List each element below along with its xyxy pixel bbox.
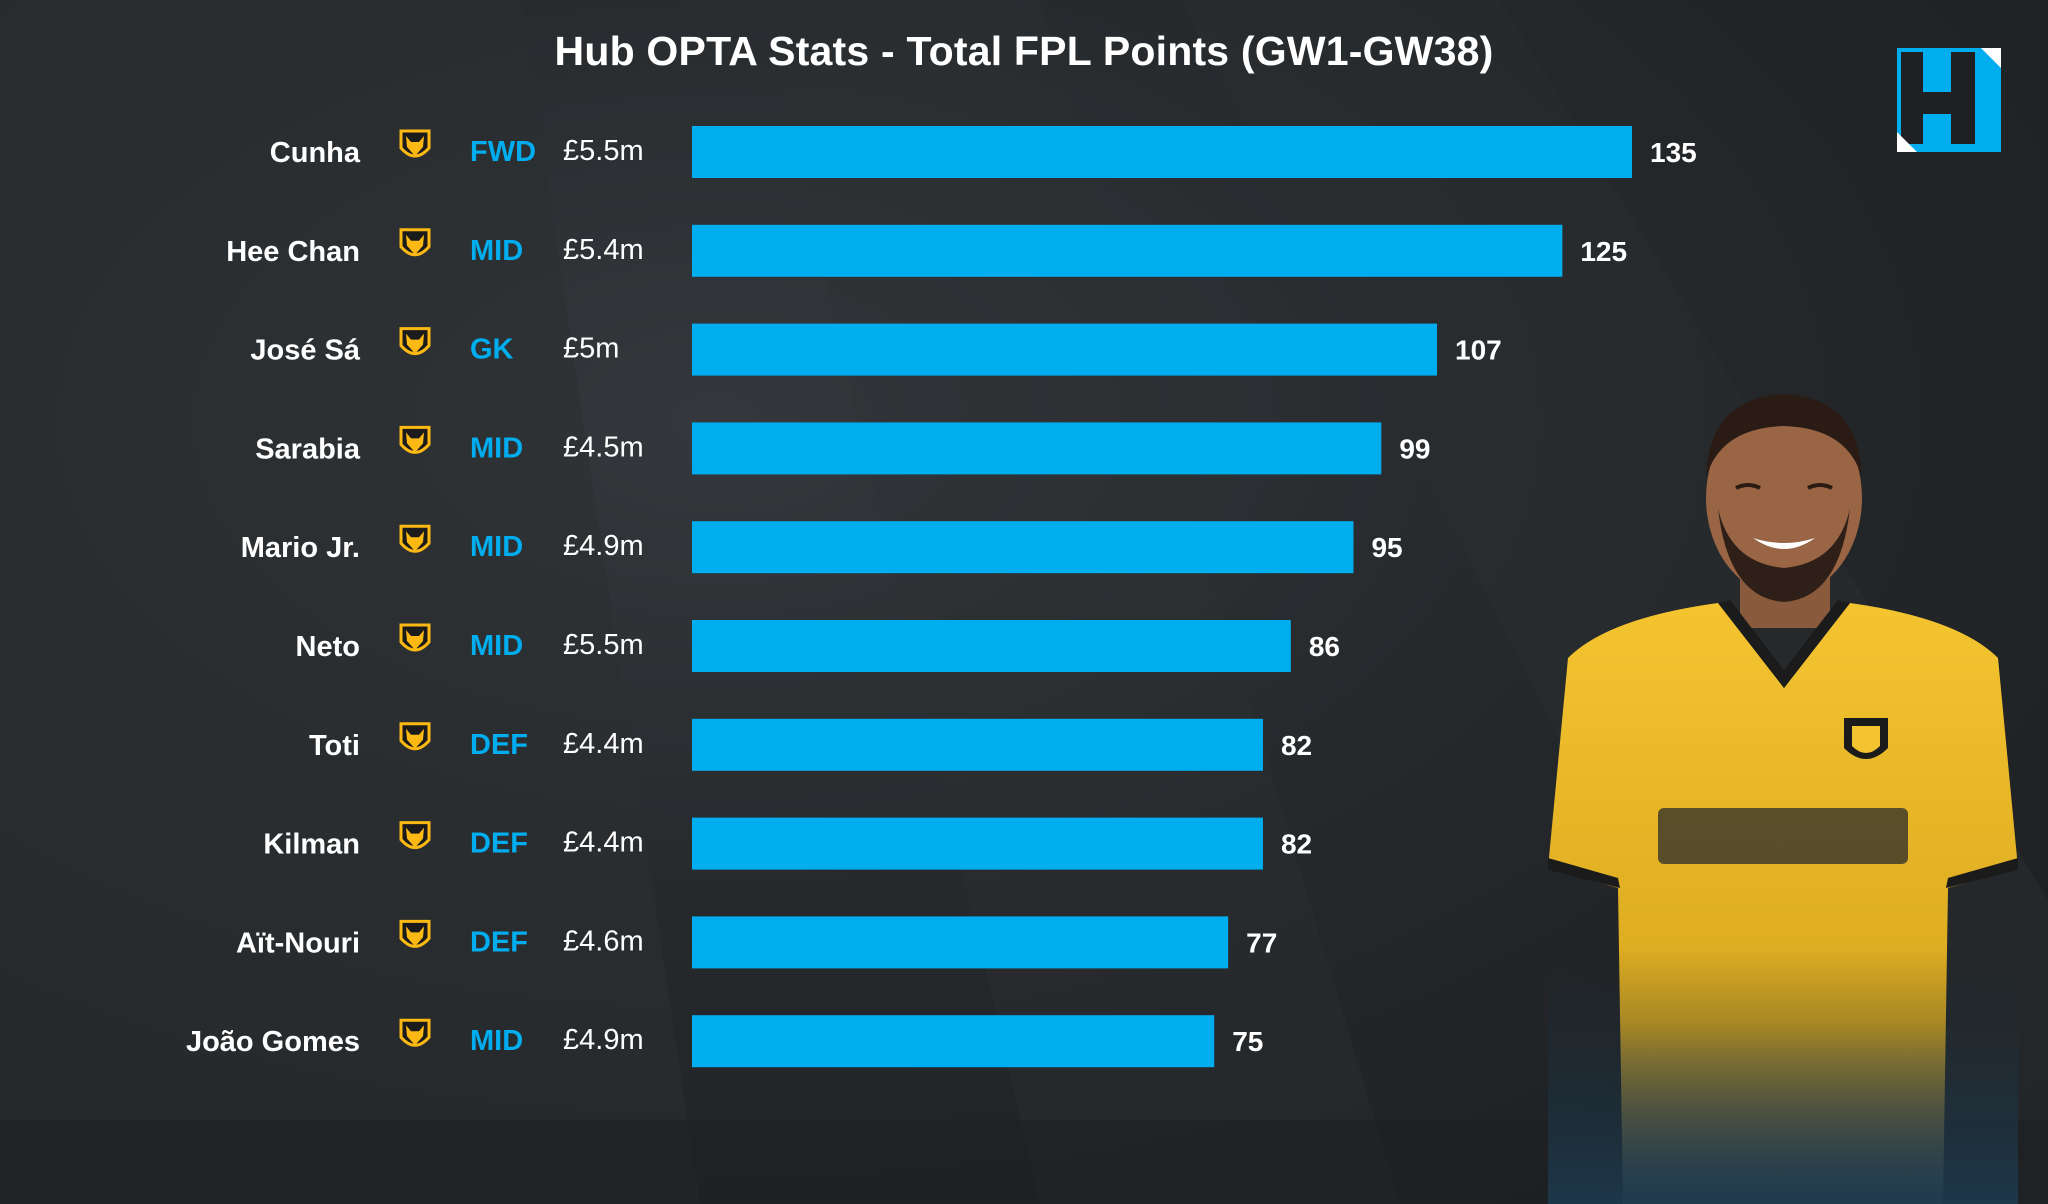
value-label: 82 bbox=[1281, 730, 1312, 761]
bar bbox=[692, 521, 1354, 574]
position-label: GK bbox=[470, 334, 514, 366]
value-label: 99 bbox=[1399, 433, 1430, 464]
player-name-label: José Sá bbox=[250, 335, 360, 367]
value-label: 77 bbox=[1246, 927, 1277, 958]
wolves-badge-icon bbox=[399, 425, 431, 454]
bar bbox=[692, 817, 1263, 870]
bar bbox=[692, 422, 1382, 475]
player-name-label: Neto bbox=[296, 631, 360, 663]
wolves-badge-icon bbox=[399, 623, 431, 652]
price-label: £4.9m bbox=[563, 530, 644, 562]
wolves-badge-icon bbox=[399, 228, 431, 257]
position-label: DEF bbox=[470, 828, 528, 860]
wolves-badge-icon bbox=[399, 919, 431, 948]
wolves-badge-icon bbox=[399, 1018, 431, 1047]
player-name-label: Cunha bbox=[270, 137, 361, 169]
price-label: £4.5m bbox=[563, 431, 644, 463]
player-photo bbox=[1548, 394, 2018, 1204]
wolves-badge-icon bbox=[399, 524, 431, 553]
price-label: £5.5m bbox=[563, 629, 644, 661]
value-label: 75 bbox=[1232, 1026, 1263, 1057]
player-name-label: Hee Chan bbox=[226, 236, 360, 268]
price-label: £5m bbox=[563, 333, 619, 365]
price-label: £5.4m bbox=[563, 234, 644, 266]
value-label: 135 bbox=[1650, 137, 1697, 168]
position-label: MID bbox=[470, 432, 523, 464]
price-label: £5.5m bbox=[563, 135, 644, 167]
bar bbox=[692, 126, 1632, 178]
position-label: DEF bbox=[470, 926, 528, 958]
bar bbox=[692, 620, 1291, 672]
player-name-label: Kilman bbox=[263, 829, 360, 861]
wolves-badge-icon bbox=[399, 821, 431, 850]
player-name-label: Sarabia bbox=[255, 433, 361, 465]
player-name-label: Toti bbox=[309, 730, 360, 762]
wolves-badge-icon bbox=[399, 327, 431, 356]
price-label: £4.9m bbox=[563, 1024, 644, 1056]
player-name-label: João Gomes bbox=[186, 1026, 360, 1058]
price-label: £4.4m bbox=[563, 827, 644, 859]
price-label: £4.6m bbox=[563, 925, 644, 957]
chart-title: Hub OPTA Stats - Total FPL Points (GW1-G… bbox=[554, 28, 1494, 74]
bar bbox=[692, 1015, 1215, 1068]
wolves-badge-icon bbox=[399, 129, 431, 158]
value-label: 95 bbox=[1371, 532, 1402, 563]
value-label: 82 bbox=[1281, 829, 1312, 860]
value-label: 125 bbox=[1580, 236, 1627, 267]
position-label: FWD bbox=[470, 136, 536, 168]
position-label: MID bbox=[470, 1025, 523, 1057]
bar bbox=[692, 224, 1563, 277]
price-label: £4.4m bbox=[563, 728, 644, 760]
wolves-badge-icon bbox=[399, 722, 431, 751]
player-name-label: Aït-Nouri bbox=[236, 927, 360, 959]
bar bbox=[692, 718, 1263, 771]
position-label: MID bbox=[470, 531, 523, 563]
position-label: DEF bbox=[470, 729, 528, 761]
value-label: 107 bbox=[1455, 335, 1502, 366]
player-name-label: Mario Jr. bbox=[241, 532, 360, 564]
position-label: MID bbox=[470, 630, 523, 662]
value-label: 86 bbox=[1309, 631, 1340, 662]
bar bbox=[692, 323, 1438, 376]
hub-logo-icon bbox=[1897, 48, 2001, 152]
position-label: MID bbox=[470, 235, 523, 267]
bar bbox=[692, 916, 1229, 969]
